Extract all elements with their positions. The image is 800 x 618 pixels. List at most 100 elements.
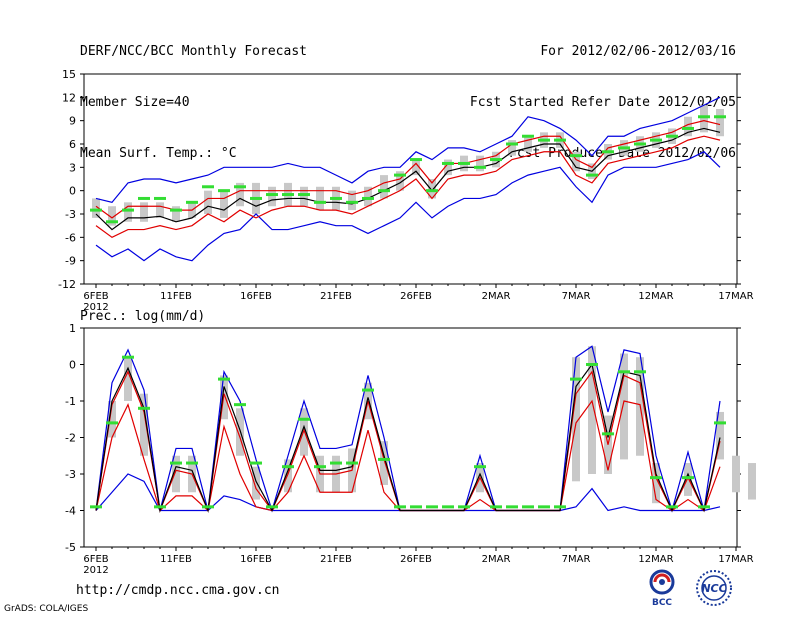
prec-spread-bar	[572, 357, 580, 482]
temp-xtick-year: 2012	[83, 302, 108, 313]
ncc-logo-text: NCC	[701, 582, 726, 595]
chart-title: DERF/NCC/BCC Monthly Forecast	[80, 44, 307, 59]
temp-ytick-label: -9	[65, 255, 76, 268]
prec-marker	[106, 421, 118, 425]
temp-marker	[250, 196, 262, 200]
temp-marker	[330, 196, 342, 200]
temp-spread-bar	[268, 186, 276, 207]
prec-spread-bar	[252, 466, 260, 500]
temp-spread-bar	[92, 198, 100, 218]
prec-marker	[586, 363, 598, 366]
temp-spread-bar	[124, 202, 132, 222]
prec-xtick-label: 11FEB	[160, 554, 192, 565]
prec-ytick-label: 1	[69, 322, 76, 335]
prec-spread-bar	[380, 441, 388, 485]
temp-spread-bar	[300, 186, 308, 207]
prec-marker	[426, 505, 438, 509]
prec-marker	[298, 417, 310, 421]
member-size: Member Size=40	[80, 95, 190, 110]
prec-marker	[666, 505, 678, 509]
prec-marker	[522, 505, 534, 509]
temp-spread-bar	[412, 159, 420, 176]
temp-marker	[122, 208, 134, 212]
temp-marker	[106, 220, 118, 224]
prec-marker	[330, 461, 342, 465]
temp-marker	[490, 158, 502, 162]
temp-spread-bar	[348, 190, 356, 211]
prec-ytick-label: 0	[69, 359, 76, 372]
prec-spread-bar	[300, 408, 308, 456]
prec-spread-bar	[140, 393, 148, 456]
temp-xtick-label: 2MAR	[482, 291, 511, 302]
prec-marker	[186, 461, 198, 465]
prec-marker	[378, 457, 390, 461]
prec-marker	[458, 505, 470, 509]
prec-spread-bar	[684, 463, 692, 496]
prec-marker	[682, 476, 694, 480]
temp-xtick-label: 26FEB	[400, 291, 432, 302]
prec-marker	[650, 476, 662, 480]
prec-ytick-label: -5	[65, 541, 76, 554]
temp-marker	[202, 185, 214, 189]
temp-marker	[682, 126, 694, 130]
temp-ytick-label: 15	[62, 68, 76, 81]
prec-xtick-label: 17MAR	[718, 554, 753, 565]
prec-spread-bar	[108, 401, 116, 438]
temp-xtick-label: 6FEB	[83, 291, 108, 302]
ncc-logo-icon: NCC	[696, 570, 732, 606]
prec-marker	[714, 421, 726, 425]
temp-spread-bar	[476, 155, 484, 172]
prec-marker	[154, 505, 166, 509]
temp-spread-bar	[204, 190, 212, 214]
prec-xtick-label: 16FEB	[240, 554, 272, 565]
temp-ytick-label: 12	[62, 91, 76, 104]
temp-spread-bar	[444, 159, 452, 176]
temp-panel-title: Mean Surf. Temp.: °C	[80, 146, 237, 161]
prec-marker	[634, 370, 646, 374]
prec-marker	[474, 465, 486, 469]
prec-marker	[314, 465, 326, 469]
temp-xtick-label: 17MAR	[718, 291, 753, 302]
temp-marker	[138, 196, 150, 200]
temp-marker	[650, 138, 662, 142]
temp-ytick-label: -12	[58, 278, 76, 291]
temp-spread-bar	[716, 109, 724, 137]
temp-marker	[186, 200, 198, 204]
temp-marker	[170, 208, 182, 212]
prec-marker	[346, 461, 358, 465]
temp-marker	[282, 193, 294, 197]
prec-ytick-label: -4	[65, 505, 76, 518]
prec-xtick-label: 6FEB	[83, 554, 108, 565]
source-url[interactable]: http://cmdp.ncc.cma.gov.cn	[76, 583, 280, 598]
bcc-logo-text: BCC	[652, 598, 672, 608]
prec-marker	[202, 505, 214, 509]
prec-marker	[618, 370, 630, 374]
temp-marker	[410, 158, 422, 162]
temp-xtick-label: 12MAR	[638, 291, 673, 302]
prec-spread-bar	[748, 463, 756, 500]
temp-marker	[506, 142, 518, 146]
prec-marker	[410, 505, 422, 509]
temp-marker	[618, 146, 630, 150]
temp-marker	[314, 200, 326, 204]
temp-line-max	[95, 96, 721, 204]
temp-plot-frame	[83, 73, 738, 285]
prec-marker	[138, 406, 150, 410]
temp-xtick-label: 16FEB	[240, 291, 272, 302]
temp-marker	[474, 165, 486, 169]
temp-xtick-label: 11FEB	[160, 291, 192, 302]
prec-marker	[170, 461, 182, 465]
prec-marker	[218, 377, 230, 381]
prec-marker	[250, 461, 262, 465]
temp-marker	[522, 134, 534, 138]
temp-spread-bar	[524, 136, 532, 152]
prec-marker	[90, 505, 102, 509]
temp-marker	[362, 196, 374, 200]
temp-marker	[298, 193, 310, 197]
temp-spread-bar	[396, 171, 404, 191]
prec-xtick-label: 7MAR	[562, 554, 591, 565]
prec-line-ensemble-mean	[95, 363, 721, 513]
temp-spread-bar	[316, 186, 324, 211]
prec-xtick-label: 21FEB	[320, 554, 352, 565]
prec-marker	[266, 505, 278, 509]
